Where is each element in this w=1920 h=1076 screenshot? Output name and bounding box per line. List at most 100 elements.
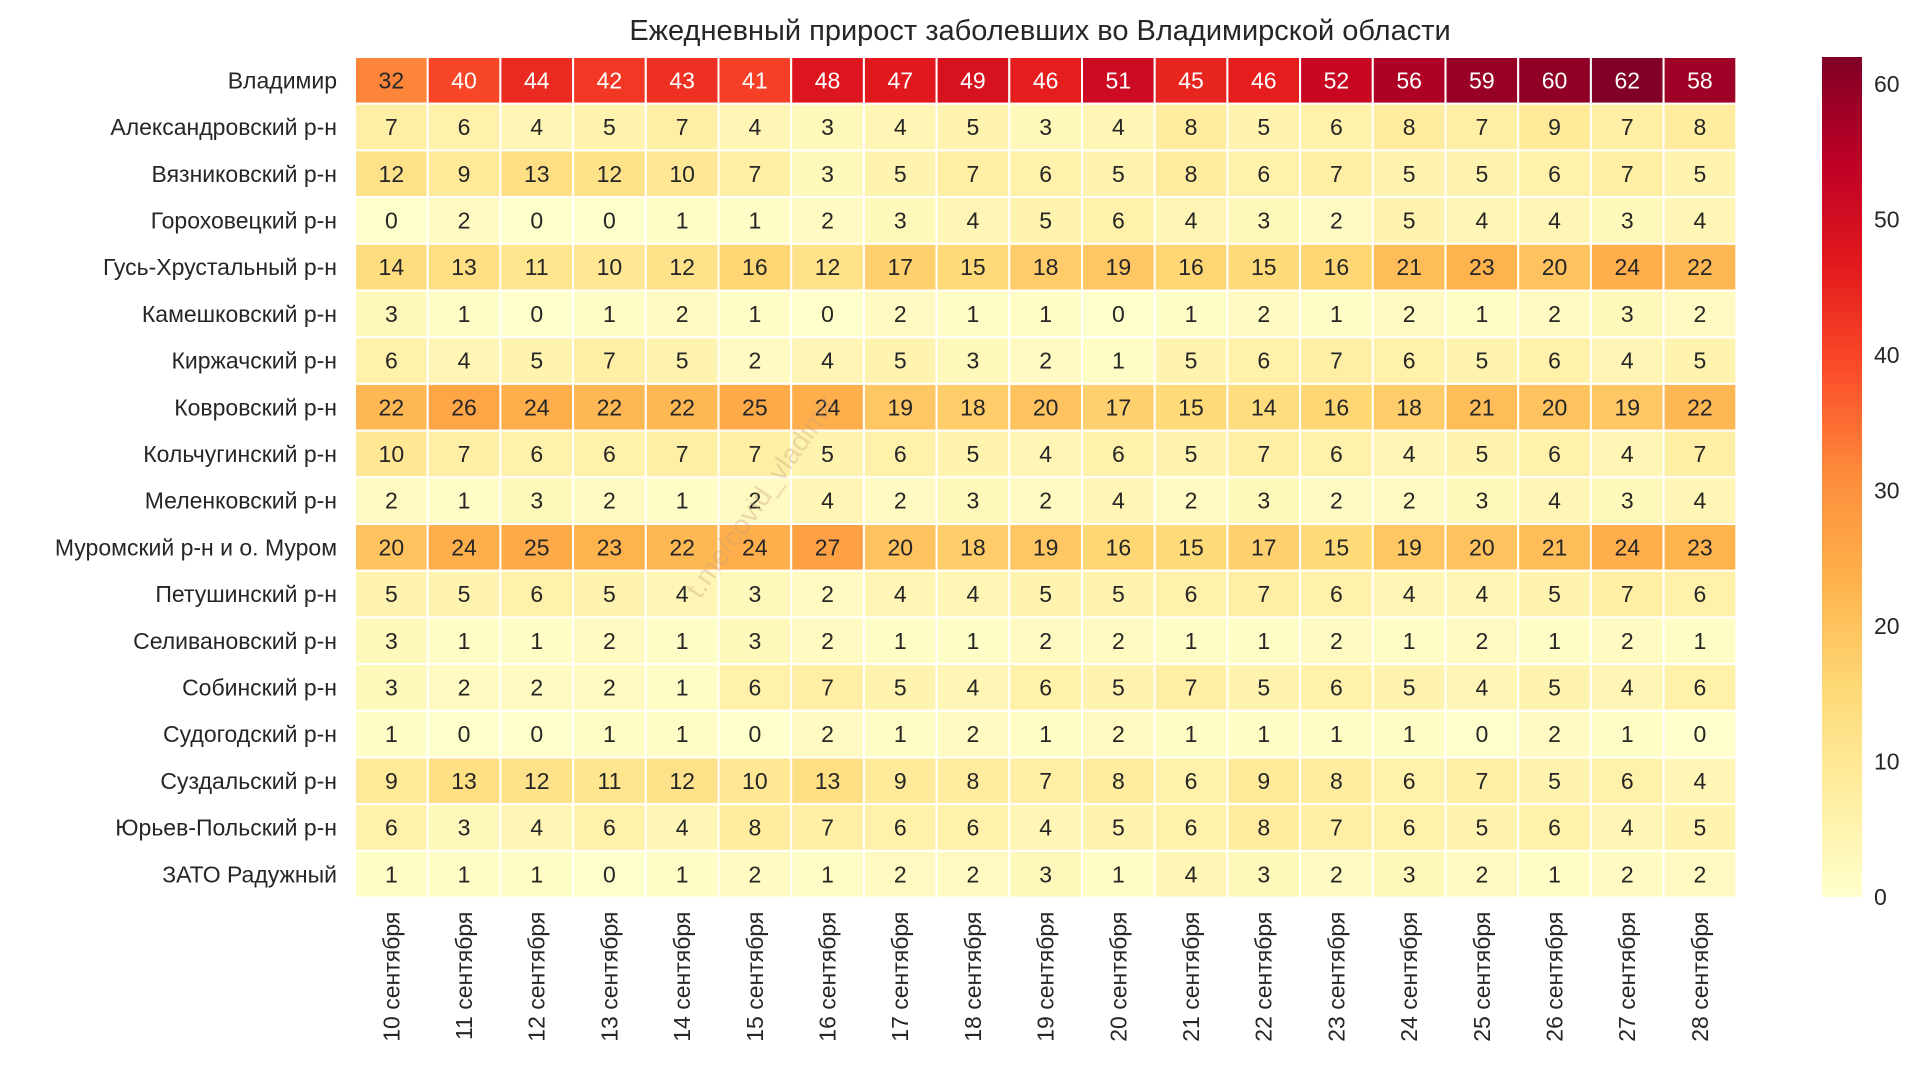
cell-value-label: 1 bbox=[1548, 628, 1561, 654]
heatmap-cell bbox=[790, 429, 865, 479]
column-label: 19 сентября bbox=[1033, 912, 1059, 1042]
heatmap-cell bbox=[1226, 709, 1302, 759]
cell-value-label: 1 bbox=[458, 488, 471, 514]
cell-value-label: 5 bbox=[1185, 441, 1198, 467]
heatmap-cell bbox=[572, 289, 647, 339]
cell-value-label: 6 bbox=[1694, 581, 1707, 607]
cell-value-label: 1 bbox=[1621, 721, 1634, 747]
cell-value-label: 14 bbox=[1251, 394, 1277, 420]
cell-value-label: 1 bbox=[530, 861, 543, 887]
heatmap-cell bbox=[1081, 149, 1156, 199]
heatmap-cell bbox=[426, 803, 502, 852]
cell-value-label: 4 bbox=[1548, 488, 1561, 514]
cell-value-label: 4 bbox=[1039, 815, 1052, 841]
cell-value-label: 5 bbox=[1039, 581, 1052, 607]
cell-value-label: 2 bbox=[458, 674, 471, 700]
cell-value-label: 3 bbox=[1257, 207, 1270, 233]
column-label: 17 сентября bbox=[887, 912, 913, 1042]
heatmap-cell bbox=[499, 476, 575, 525]
colorbar-tick-label: 30 bbox=[1874, 478, 1900, 504]
cell-value-label: 7 bbox=[748, 441, 761, 467]
heatmap-cell bbox=[1008, 756, 1083, 806]
heatmap-cell bbox=[644, 242, 720, 292]
heatmap-cell bbox=[1226, 336, 1302, 385]
cell-value-label: 3 bbox=[821, 114, 834, 140]
colorbar-tick-label: 0 bbox=[1874, 884, 1887, 910]
cell-value-label: 10 bbox=[379, 441, 405, 467]
cell-value-label: 1 bbox=[748, 301, 761, 327]
column-label: 21 сентября bbox=[1178, 912, 1204, 1042]
cell-value-label: 3 bbox=[458, 815, 471, 841]
cell-value-label: 4 bbox=[676, 581, 689, 607]
cell-value-label: 0 bbox=[748, 721, 761, 747]
cell-value-label: 1 bbox=[1330, 301, 1343, 327]
cell-value-label: 2 bbox=[458, 207, 471, 233]
cell-value-label: 7 bbox=[458, 441, 471, 467]
cell-value-label: 4 bbox=[1112, 488, 1125, 514]
cell-value-label: 4 bbox=[1403, 581, 1416, 607]
heatmap-cell bbox=[1371, 242, 1447, 292]
heatmap-cell bbox=[354, 102, 429, 152]
cell-value-label: 13 bbox=[524, 161, 550, 187]
cell-value-label: 2 bbox=[894, 488, 907, 514]
heatmap-cell bbox=[1371, 476, 1447, 525]
heatmap-cell bbox=[1589, 523, 1665, 572]
cell-value-label: 7 bbox=[1257, 581, 1270, 607]
cell-value-label: 43 bbox=[669, 67, 695, 93]
cell-value-label: 20 bbox=[887, 534, 913, 560]
cell-value-label: 20 bbox=[379, 534, 405, 560]
cell-value-label: 7 bbox=[748, 161, 761, 187]
heatmap-cell bbox=[1081, 196, 1156, 245]
cell-value-label: 6 bbox=[603, 815, 616, 841]
cell-value-label: 23 bbox=[1687, 534, 1713, 560]
cell-value-label: 15 bbox=[960, 254, 986, 280]
cell-value-label: 3 bbox=[1621, 301, 1634, 327]
cell-value-label: 18 bbox=[1396, 394, 1422, 420]
row-label: Киржачский р-н bbox=[172, 348, 338, 374]
heatmap-cell bbox=[426, 569, 502, 619]
heatmap-cell bbox=[354, 849, 429, 899]
cell-value-label: 4 bbox=[530, 114, 543, 140]
heatmap-cell bbox=[1371, 289, 1447, 339]
cell-value-label: 4 bbox=[967, 207, 980, 233]
cell-value-label: 16 bbox=[1324, 254, 1350, 280]
cell-value-label: 4 bbox=[1621, 815, 1634, 841]
cell-value-label: 15 bbox=[1251, 254, 1277, 280]
cell-value-label: 0 bbox=[603, 861, 616, 887]
cell-value-label: 5 bbox=[1185, 348, 1198, 374]
heatmap-cell bbox=[426, 336, 502, 385]
heatmap-cell bbox=[1008, 803, 1083, 852]
cell-value-label: 4 bbox=[967, 674, 980, 700]
cell-value-label: 3 bbox=[894, 207, 907, 233]
cell-value-label: 13 bbox=[451, 254, 477, 280]
heatmap-cell bbox=[1517, 196, 1592, 245]
heatmap-cell bbox=[1226, 242, 1302, 292]
cell-value-label: 4 bbox=[1475, 207, 1488, 233]
cell-value-label: 13 bbox=[451, 768, 477, 794]
heatmap-cell bbox=[1444, 56, 1520, 105]
cell-value-label: 2 bbox=[1475, 861, 1488, 887]
column-label: 15 сентября bbox=[742, 912, 768, 1042]
cell-value-label: 4 bbox=[967, 581, 980, 607]
cell-value-label: 12 bbox=[597, 161, 623, 187]
heatmap-cell bbox=[862, 102, 938, 152]
heatmap-cell bbox=[790, 663, 865, 712]
cell-value-label: 8 bbox=[1185, 114, 1198, 140]
heatmap-cell bbox=[1371, 336, 1447, 385]
column-label: 28 сентября bbox=[1687, 912, 1713, 1042]
cell-value-label: 6 bbox=[1548, 161, 1561, 187]
row-label: Меленковский р-н bbox=[145, 488, 337, 514]
cell-value-label: 10 bbox=[597, 254, 623, 280]
cell-value-label: 2 bbox=[1039, 628, 1052, 654]
cell-value-label: 2 bbox=[1257, 301, 1270, 327]
cell-value-label: 5 bbox=[1403, 207, 1416, 233]
cell-value-label: 6 bbox=[385, 348, 398, 374]
cell-value-label: 16 bbox=[1324, 394, 1350, 420]
heatmap-cell bbox=[1008, 196, 1083, 245]
cell-value-label: 10 bbox=[742, 768, 768, 794]
cell-value-label: 1 bbox=[1548, 861, 1561, 887]
cell-value-label: 62 bbox=[1614, 67, 1640, 93]
cell-value-label: 1 bbox=[1039, 301, 1052, 327]
cell-value-label: 6 bbox=[1330, 581, 1343, 607]
cell-value-label: 6 bbox=[1548, 815, 1561, 841]
